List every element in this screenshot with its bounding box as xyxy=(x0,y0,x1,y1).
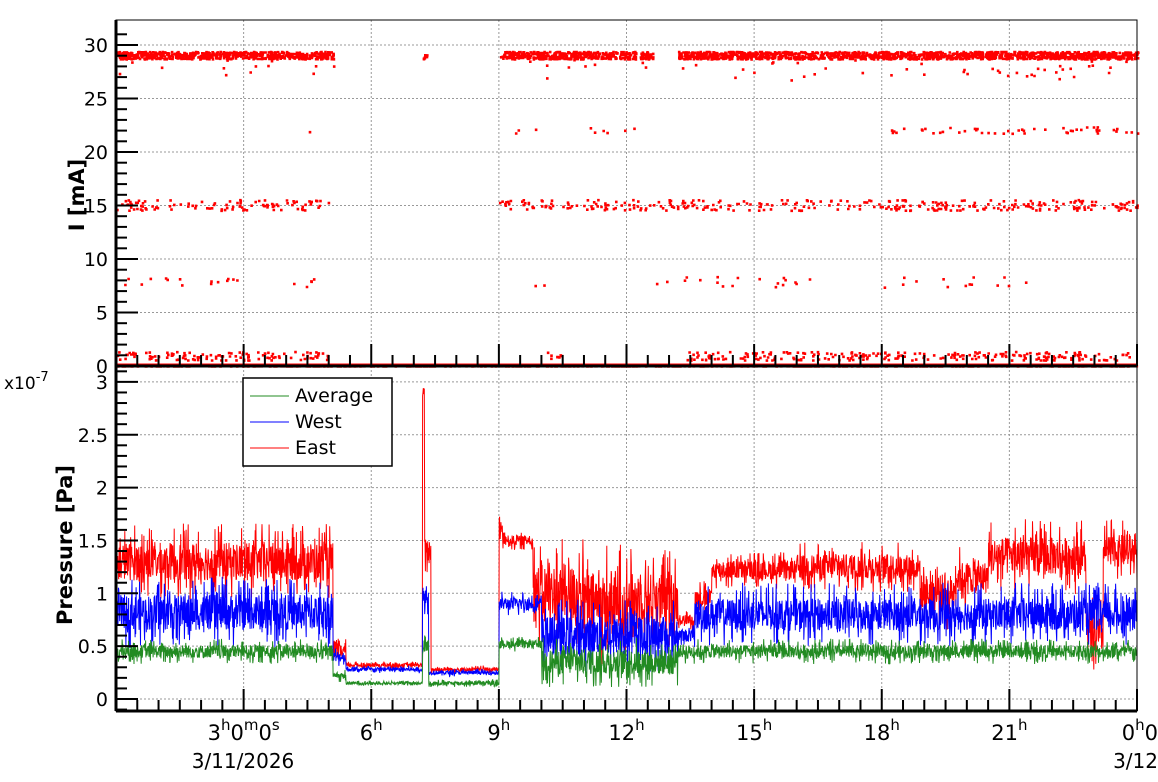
current-points-29 xyxy=(116,50,1140,82)
current-points-22 xyxy=(308,126,1140,136)
series-line-average xyxy=(115,635,1138,688)
x-tick-label: 18h xyxy=(864,716,900,745)
pressure-y-tick-label: 2 xyxy=(96,478,108,500)
legend-box xyxy=(242,377,393,467)
current-points-15 xyxy=(116,198,1139,213)
pressure-y-tick-label: 0.5 xyxy=(78,636,108,658)
x-tick-label: 0h0 xyxy=(1122,716,1158,745)
current-y-tick-label: 30 xyxy=(84,35,108,57)
pressure-y-tick-label: 1 xyxy=(96,583,108,605)
chart-marks xyxy=(115,50,1140,688)
date-end-label: 3/12 xyxy=(1113,749,1158,773)
current-y-tick-label: 10 xyxy=(84,249,108,271)
x-tick-label: 6h xyxy=(360,716,383,745)
current-y-label: I [mA] xyxy=(65,159,89,231)
current-y-tick-label: 0 xyxy=(96,356,108,378)
legend-average: Average xyxy=(295,385,373,407)
axes: 0 5 10 15 20 25 30 0 0.5 1 1.5 2 2.5 3 3h0m0s 6h 9h 12h 15… xyxy=(78,19,1158,745)
current-y-tick-label: 5 xyxy=(96,303,108,325)
current-y-tick-label: 20 xyxy=(84,142,108,164)
x-tick-label: 9h xyxy=(487,716,510,745)
current-points-7.8 xyxy=(124,275,1028,289)
x-tick-label: 21h xyxy=(991,716,1027,745)
current-y-tick-label: 15 xyxy=(84,196,108,218)
x-tick-label: 15h xyxy=(736,716,772,745)
pressure-y-tick-label: 1.5 xyxy=(78,530,108,552)
pressure-y-tick-label: 2.5 xyxy=(78,425,108,447)
current-points-0.9 xyxy=(116,350,1131,362)
legend: Average West East xyxy=(242,377,393,467)
date-start-label: 3/11/2026 xyxy=(192,749,295,773)
series-line-west xyxy=(115,576,1138,678)
pressure-y-label: Pressure [Pa] xyxy=(53,465,77,625)
x-tick-label: 3h0m0s xyxy=(208,716,280,745)
exponent-label: x10-7 xyxy=(4,370,49,394)
x-tick-label: 12h xyxy=(608,716,644,745)
pressure-y-tick-label: 3 xyxy=(96,372,108,394)
series-line-east xyxy=(115,388,1138,674)
pressure-y-tick-label: 0 xyxy=(96,689,108,711)
legend-west: West xyxy=(295,411,342,433)
legend-east: East xyxy=(295,437,336,459)
current-y-tick-label: 25 xyxy=(84,89,108,111)
